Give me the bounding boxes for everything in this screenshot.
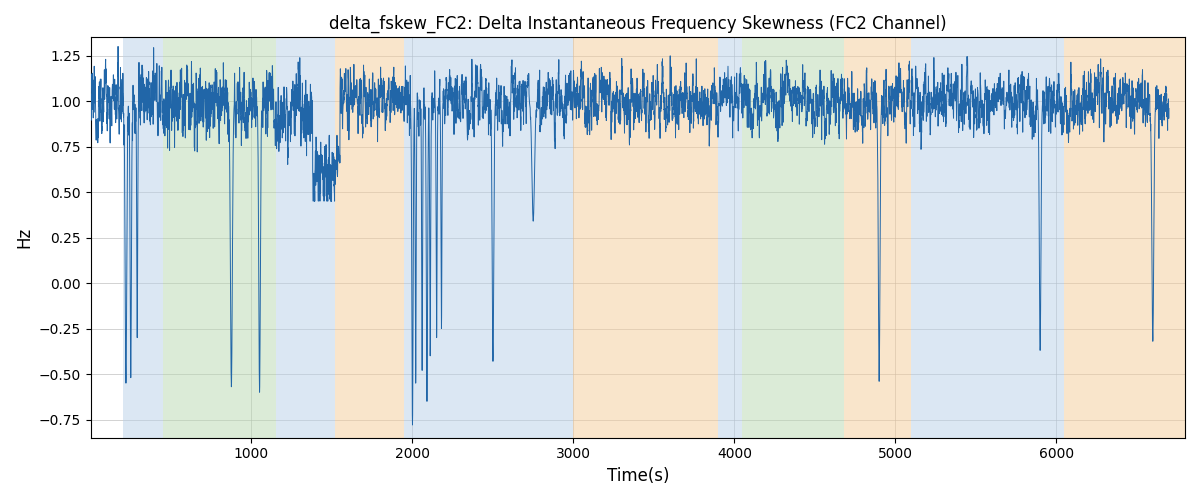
Bar — [276, 38, 335, 438]
Bar — [404, 38, 574, 438]
Bar — [122, 38, 163, 438]
Bar — [574, 38, 719, 438]
Bar — [911, 38, 1064, 438]
Bar — [743, 38, 844, 438]
Bar — [335, 38, 404, 438]
Bar — [163, 38, 276, 438]
Bar — [719, 38, 743, 438]
Bar — [1064, 38, 1186, 438]
Bar — [844, 38, 911, 438]
Y-axis label: Hz: Hz — [14, 227, 32, 248]
Title: delta_fskew_FC2: Delta Instantaneous Frequency Skewness (FC2 Channel): delta_fskew_FC2: Delta Instantaneous Fre… — [329, 15, 947, 34]
X-axis label: Time(s): Time(s) — [606, 467, 670, 485]
